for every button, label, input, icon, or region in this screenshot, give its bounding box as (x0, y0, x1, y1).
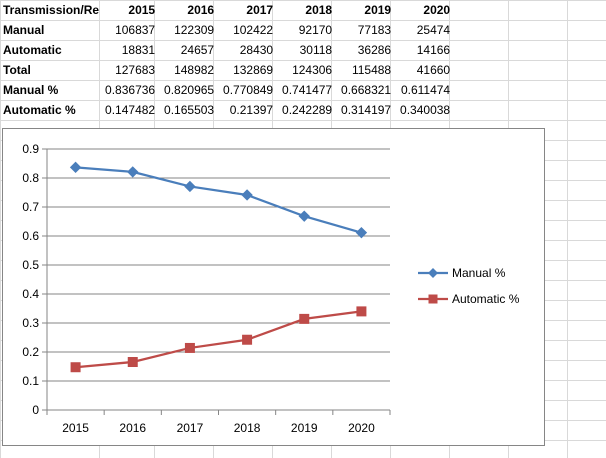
value-cell[interactable]: 77183 (357, 23, 392, 37)
y-tick-label: 0.2 (22, 345, 39, 359)
legend-marker-diamond (428, 268, 438, 278)
data-point-automatic (70, 362, 81, 373)
data-point-manual (184, 180, 196, 193)
table-row: Automatic % 0.147482 0.165503 0.21397 0.2422… (0, 100, 453, 120)
value-cell[interactable]: 36286 (357, 43, 392, 57)
data-point-manual (241, 189, 253, 201)
y-tick-label: 0.3 (22, 316, 39, 330)
x-tick-label: 2019 (291, 421, 318, 435)
row-gridline (0, 60, 606, 61)
table-row: Manual 106837 122309 102422 92170 77183 25474 (0, 20, 453, 40)
data-point-automatic (242, 334, 253, 345)
row-label-cell[interactable]: Manual % (3, 83, 59, 97)
series-line-manual (75, 166, 362, 234)
column-gridline (567, 0, 568, 458)
row-label-cell[interactable]: Automatic (3, 43, 62, 57)
value-cell[interactable]: 24657 (180, 43, 215, 57)
y-tick-label: 0 (32, 403, 39, 417)
y-tick-label: 0.6 (22, 229, 39, 243)
y-tick-label: 0.5 (22, 258, 39, 272)
value-cell[interactable]: 25474 (416, 23, 451, 37)
value-cell[interactable]: 102422 (233, 23, 274, 37)
value-cell[interactable]: 106837 (115, 23, 156, 37)
header-cell[interactable]: 2017 (246, 3, 274, 17)
value-cell[interactable]: 127683 (115, 63, 156, 77)
header-cell[interactable]: 2018 (305, 3, 333, 17)
legend-marker-square (428, 294, 438, 304)
table-row: Automatic 18831 24657 28430 30118 36286 14166 (0, 40, 453, 60)
row-gridline (0, 120, 606, 121)
value-cell[interactable]: 115488 (351, 63, 392, 77)
row-label-cell[interactable]: Automatic % (3, 103, 76, 117)
header-cell[interactable]: 2019 (364, 3, 392, 17)
row-gridline (0, 100, 606, 101)
y-tick-label: 0.7 (22, 200, 39, 214)
x-tick-label: 2017 (177, 421, 204, 435)
y-tick-label: 0.9 (22, 142, 39, 156)
value-cell[interactable]: 28430 (239, 43, 274, 57)
value-cell[interactable]: 0.820965 (164, 83, 215, 97)
header-cell[interactable]: Transmission/Re (3, 3, 100, 17)
data-table: Transmission/Re 2015 2016 2017 2018 2019 2020 M… (0, 0, 453, 120)
header-cell[interactable]: 2015 (128, 3, 156, 17)
data-point-automatic (356, 306, 367, 317)
value-cell[interactable]: 132869 (233, 63, 274, 77)
value-cell[interactable]: 0.340038 (400, 103, 451, 117)
value-cell[interactable]: 92170 (298, 23, 333, 37)
table-row: Manual % 0.836736 0.820965 0.770849 0.741477… (0, 80, 453, 100)
legend-label: Automatic % (452, 292, 520, 306)
value-cell[interactable]: 0.147482 (105, 103, 156, 117)
y-tick-label: 0.4 (22, 287, 39, 301)
header-cell[interactable]: 2016 (187, 3, 215, 17)
value-cell[interactable]: 124306 (292, 63, 333, 77)
value-cell[interactable]: 30118 (299, 43, 333, 57)
data-point-automatic (127, 357, 138, 368)
value-cell[interactable]: 0.165503 (164, 103, 215, 117)
row-gridline (0, 40, 606, 41)
row-gridline (0, 20, 606, 21)
value-cell[interactable]: 0.242289 (282, 103, 333, 117)
data-point-manual (69, 161, 82, 174)
value-cell[interactable]: 18831 (121, 43, 156, 57)
row-gridline (0, 80, 606, 81)
y-tick-label: 0.8 (22, 171, 39, 185)
value-cell[interactable]: 0.21397 (229, 103, 274, 117)
value-cell[interactable]: 0.668321 (341, 83, 392, 97)
table-row: Total 127683 148982 132869 124306 115488 41660 (0, 60, 453, 80)
table-header-row: Transmission/Re 2015 2016 2017 2018 2019 2020 (0, 0, 453, 20)
x-tick-label: 2015 (62, 421, 89, 435)
value-cell[interactable]: 14166 (416, 43, 451, 57)
value-cell[interactable]: 122309 (174, 23, 215, 37)
data-point-automatic (299, 313, 310, 324)
value-cell[interactable]: 41660 (416, 63, 451, 77)
row-gridline (0, 0, 606, 1)
value-cell[interactable]: 0.611474 (400, 83, 451, 97)
value-cell[interactable]: 0.314197 (341, 103, 392, 117)
y-tick-label: 0.1 (22, 374, 39, 388)
header-cell[interactable]: 2020 (423, 3, 451, 17)
x-tick-label: 2018 (234, 421, 261, 435)
row-label-cell[interactable]: Manual (3, 23, 45, 37)
row-label-cell[interactable]: Total (3, 63, 31, 77)
x-tick-label: 2020 (348, 421, 375, 435)
data-point-manual (127, 166, 139, 178)
value-cell[interactable]: 0.770849 (223, 83, 274, 97)
column-gridline (0, 0, 1, 458)
value-cell[interactable]: 148982 (174, 63, 215, 77)
line-chart[interactable]: 0 0.1 0.2 0.3 0.4 0.5 0.6 0.7 0.8 0.9 2015 2016 2017… (2, 128, 545, 446)
legend-label: Manual % (452, 266, 506, 280)
data-point-automatic (184, 342, 195, 353)
data-point-manual (355, 226, 368, 239)
chart-svg: 0 0.1 0.2 0.3 0.4 0.5 0.6 0.7 0.8 0.9 2015 2016 2017… (22, 142, 520, 435)
series-line-automatic (75, 310, 362, 369)
value-cell[interactable]: 0.836736 (105, 83, 156, 97)
data-point-manual (298, 210, 310, 222)
x-tick-label: 2016 (119, 421, 146, 435)
value-cell[interactable]: 0.741477 (282, 83, 333, 97)
